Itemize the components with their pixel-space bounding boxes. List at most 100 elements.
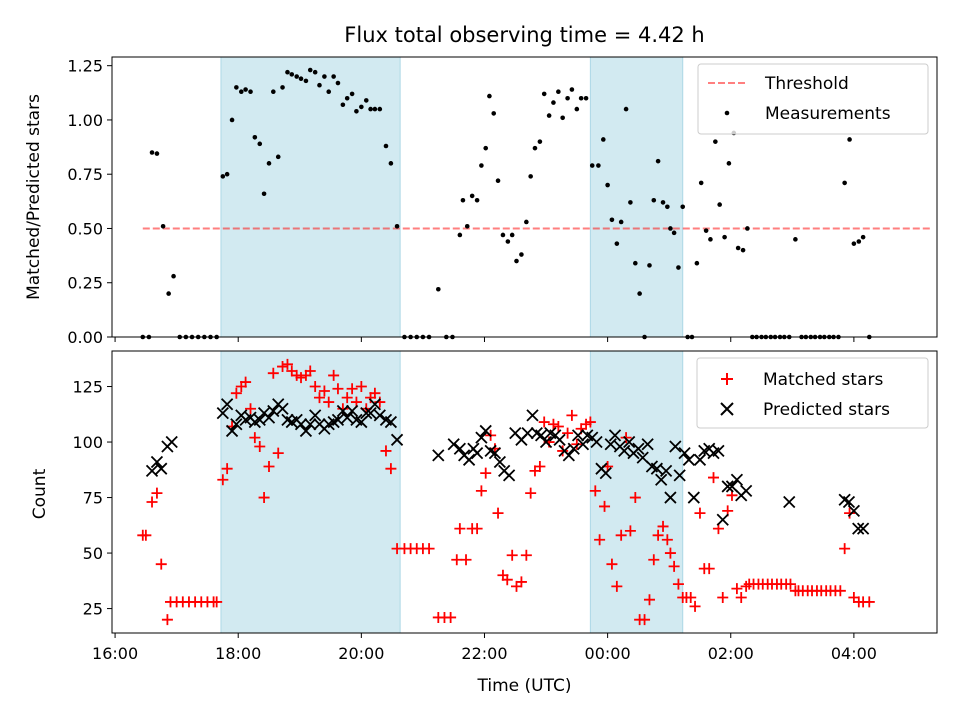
predicted-star-point — [373, 409, 386, 422]
matched-star-point — [538, 416, 550, 428]
predicted-star-point — [336, 404, 350, 418]
measurements-legend-swatch — [724, 110, 730, 116]
measurement-point — [628, 200, 633, 205]
measurement-point — [271, 89, 276, 95]
measurement-point — [388, 161, 394, 166]
measurement-point — [160, 224, 166, 229]
measurement-point — [680, 204, 686, 210]
threshold-legend-label: Threshold — [764, 74, 849, 94]
measurement-point — [671, 230, 677, 236]
predicted-star-point — [341, 411, 354, 424]
predicted-star-point — [220, 398, 234, 411]
predicted-star-point — [331, 413, 345, 426]
measurement-point — [317, 82, 322, 88]
matched-star-point — [557, 445, 569, 457]
x-tick-label: 22:00 — [461, 644, 507, 663]
measurement-point — [285, 69, 290, 75]
matched-star-point — [281, 358, 293, 370]
predicted-star-point — [262, 411, 276, 424]
predicted-star-point — [590, 435, 603, 449]
matched-star-point — [834, 585, 846, 597]
measurement-point — [708, 237, 713, 242]
measurement-point — [735, 245, 741, 251]
predicted-star-point — [599, 466, 612, 480]
matched-star-point — [217, 474, 229, 486]
predicted-star-point — [384, 415, 398, 429]
matched-star-point — [735, 591, 747, 603]
matched-star-point — [211, 596, 223, 608]
y-tick-label: 1.25 — [67, 57, 103, 76]
predicted-star-point — [650, 462, 664, 475]
predicted-star-point — [693, 453, 707, 466]
predicted-legend-label: Predicted stars — [763, 400, 890, 420]
matched-star-point — [784, 578, 796, 590]
measurement-point — [457, 232, 463, 238]
measurement-point — [560, 115, 565, 121]
shaded-intervals — [220, 56, 684, 338]
predicted-star-point — [856, 522, 870, 535]
measurement-point — [487, 93, 492, 99]
top-y-axis-label: Matched/Predicted stars — [24, 94, 44, 300]
measurement-point — [574, 106, 580, 112]
measurement-point — [363, 98, 369, 103]
measurement-point — [307, 67, 313, 73]
measurement-point — [483, 145, 489, 151]
predicted-star-point — [453, 442, 466, 455]
matched-star-point — [380, 445, 392, 457]
measurement-point — [261, 191, 267, 197]
measurement-point — [243, 87, 248, 92]
measurement-point — [266, 161, 272, 166]
predicted-star-point — [521, 427, 534, 440]
matched-star-point — [661, 534, 673, 546]
y-tick-label: 75 — [83, 489, 103, 508]
measurement-point — [479, 163, 484, 168]
y-tick-label: 0.25 — [67, 274, 103, 293]
measurement-point — [335, 80, 341, 86]
matched-star-point — [454, 523, 466, 535]
x-tick-label: 02:00 — [708, 644, 754, 663]
matched-star-point — [460, 554, 472, 566]
matched-star-point — [155, 558, 167, 570]
x-tick-label: 18:00 — [215, 644, 261, 663]
measurement-point — [252, 135, 258, 140]
y-tick-label: 0.75 — [67, 165, 103, 184]
matched-legend-label: Matched stars — [763, 370, 883, 390]
predicted-star-point — [632, 442, 645, 455]
measurement-point — [234, 85, 239, 90]
matched-star-point — [221, 463, 233, 475]
predicted-star-point — [783, 495, 796, 509]
predicted-star-point — [847, 504, 861, 518]
predicted-star-point — [462, 453, 476, 466]
matched-star-point — [161, 614, 173, 626]
predicted-star-point — [493, 455, 507, 469]
measurement-point — [722, 234, 727, 240]
matched-star-point — [313, 392, 325, 404]
matched-star-point — [615, 529, 627, 541]
predicted-star-point — [304, 418, 317, 431]
measurement-point — [312, 69, 318, 75]
top-panel: 0.00 0.25 0.50 0.75 1.00 1.25 Matched/Predict… — [24, 56, 938, 347]
matched-star-point — [318, 385, 330, 397]
measurement-point — [275, 154, 281, 160]
observing-window-band — [220, 56, 401, 338]
measurement-point — [344, 95, 350, 101]
chart-title: Flux total observing time = 4.42 h — [344, 23, 704, 47]
measurement-point — [847, 137, 852, 142]
predicted-star-point — [608, 429, 622, 442]
top-axes-frame — [111, 56, 938, 338]
predicted-star-point — [664, 491, 677, 504]
predicted-star-point — [562, 449, 575, 462]
matched-star-point — [547, 418, 559, 430]
matched-star-point — [515, 576, 527, 588]
observing-window-band — [589, 56, 684, 338]
measurement-point — [569, 87, 575, 92]
measurements-legend-label: Measurements — [765, 104, 891, 124]
observing-window-band — [589, 350, 684, 634]
measurement-point — [851, 241, 857, 246]
matched-star-point — [844, 507, 856, 519]
measurement-point — [860, 234, 866, 240]
predicted-star-point — [447, 438, 460, 451]
measurement-point — [220, 174, 226, 179]
predicted-star-point — [712, 444, 725, 458]
matched-star-point — [629, 492, 641, 504]
